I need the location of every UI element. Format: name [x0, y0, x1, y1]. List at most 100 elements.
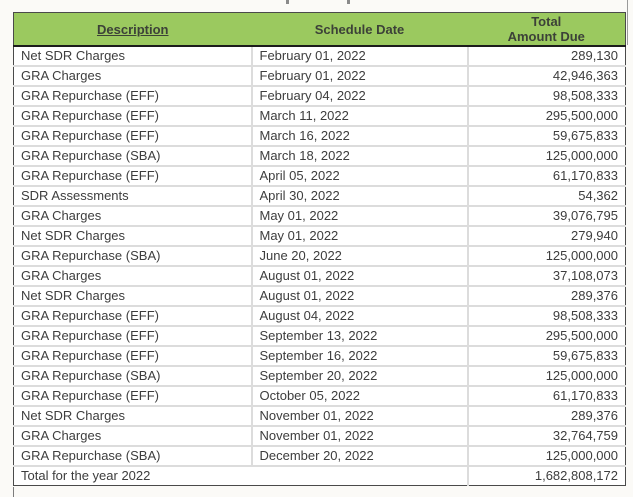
cell-description: GRA Charges [13, 66, 253, 87]
cell-description: Net SDR Charges [13, 406, 253, 427]
cell-schedule-date: September 13, 2022 [251, 326, 469, 347]
payment-schedule-table: Description Schedule Date Total Amount D… [13, 12, 626, 486]
cell-schedule-date: April 05, 2022 [251, 166, 469, 187]
cell-amount: 289,130 [467, 46, 626, 67]
cell-description: Net SDR Charges [13, 226, 253, 247]
cell-amount: 289,376 [467, 406, 626, 427]
cell-amount: 98,508,333 [467, 86, 626, 107]
table-row: GRA Charges May 01, 2022 39,076,795 [13, 206, 626, 227]
cell-amount: 42,946,363 [467, 66, 626, 87]
cell-schedule-date: February 04, 2022 [251, 86, 469, 107]
cell-amount: 61,170,833 [467, 166, 626, 187]
cell-description: GRA Repurchase (EFF) [13, 386, 253, 407]
table-header: Description Schedule Date Total Amount D… [13, 12, 626, 47]
cell-description: GRA Repurchase (EFF) [13, 106, 253, 127]
cell-schedule-date: March 16, 2022 [251, 126, 469, 147]
cell-schedule-date: February 01, 2022 [251, 46, 469, 67]
total-row-label: Total for the year 2022 [13, 466, 469, 486]
payment-schedule-table-container: Description Schedule Date Total Amount D… [13, 12, 626, 486]
table-row: GRA Repurchase (EFF) August 04, 2022 98,50… [13, 306, 626, 327]
cell-schedule-date: May 01, 2022 [251, 206, 469, 227]
cell-description: GRA Charges [13, 426, 253, 447]
total-row: Total for the year 2022 1,682,808,172 [13, 466, 626, 486]
cell-amount: 61,170,833 [467, 386, 626, 407]
cell-schedule-date: November 01, 2022 [251, 426, 469, 447]
cell-amount: 125,000,000 [467, 246, 626, 267]
cell-amount: 279,940 [467, 226, 626, 247]
cell-description: GRA Repurchase (SBA) [13, 146, 253, 167]
cell-schedule-date: December 20, 2022 [251, 446, 469, 467]
cell-amount: 295,500,000 [467, 326, 626, 347]
cropped-text-fragment [286, 0, 289, 4]
table-row: SDR Assessments April 30, 2022 54,362 [13, 186, 626, 207]
total-amount-due-line1: Total [531, 14, 562, 29]
total-row-amount: 1,682,808,172 [534, 468, 618, 483]
table-row: GRA Repurchase (SBA) March 18, 2022 125,00… [13, 146, 626, 167]
cell-amount: 32,764,759 [467, 426, 626, 447]
table-row: GRA Repurchase (EFF) September 16, 2022 59… [13, 346, 626, 367]
cell-amount: 295,500,000 [467, 106, 626, 127]
cell-description: GRA Repurchase (EFF) [13, 346, 253, 367]
table-row: GRA Repurchase (EFF) February 04, 2022 98,… [13, 86, 626, 107]
col-header-total-amount-due: Total Amount Due [467, 12, 626, 47]
cell-description: GRA Charges [13, 206, 253, 227]
table-row: GRA Repurchase (EFF) March 11, 2022 295,50… [13, 106, 626, 127]
table-row: GRA Repurchase (EFF) April 05, 2022 61,170… [13, 166, 626, 187]
cell-amount: 125,000,000 [467, 446, 626, 467]
table-row: GRA Charges November 01, 2022 32,764,759 [13, 426, 626, 447]
cell-schedule-date: June 20, 2022 [251, 246, 469, 267]
cell-schedule-date: March 11, 2022 [251, 106, 469, 127]
cell-amount: 125,000,000 [467, 146, 626, 167]
cell-schedule-date: October 05, 2022 [251, 386, 469, 407]
cell-amount: 39,076,795 [467, 206, 626, 227]
cell-schedule-date: February 01, 2022 [251, 66, 469, 87]
cell-amount: 37,108,073 [467, 266, 626, 287]
cropped-border-fragment [13, 487, 14, 497]
cell-schedule-date: April 30, 2022 [251, 186, 469, 207]
cell-description: SDR Assessments [13, 186, 253, 207]
cell-schedule-date: September 20, 2022 [251, 366, 469, 387]
cell-description: GRA Repurchase (SBA) [13, 446, 253, 467]
cell-description: Net SDR Charges [13, 286, 253, 307]
cell-amount: 54,362 [467, 186, 626, 207]
cropped-edge-line [627, 0, 628, 45]
cell-schedule-date: September 16, 2022 [251, 346, 469, 367]
cell-description: GRA Repurchase (EFF) [13, 166, 253, 187]
cell-amount: 59,675,833 [467, 126, 626, 147]
table-row: GRA Repurchase (EFF) September 13, 2022 29… [13, 326, 626, 347]
cell-description: Net SDR Charges [13, 46, 253, 67]
table-row: GRA Repurchase (EFF) March 16, 2022 59,675… [13, 126, 626, 147]
cell-description: GRA Repurchase (EFF) [13, 126, 253, 147]
cell-description: GRA Repurchase (SBA) [13, 246, 253, 267]
cell-amount: 59,675,833 [467, 346, 626, 367]
table-row: GRA Charges February 01, 2022 42,946,363 [13, 66, 626, 87]
table-row: Net SDR Charges November 01, 2022 289,376 [13, 406, 626, 427]
header-row: Description Schedule Date Total Amount D… [13, 12, 626, 47]
total-amount-due-line2: Amount Due [507, 29, 585, 44]
cell-schedule-date: March 18, 2022 [251, 146, 469, 167]
cell-schedule-date: August 01, 2022 [251, 266, 469, 287]
cell-amount: 125,000,000 [467, 366, 626, 387]
table-row: GRA Repurchase (EFF) October 05, 2022 61,1… [13, 386, 626, 407]
description-sort-link[interactable]: Description [96, 21, 169, 37]
table-row: GRA Charges August 01, 2022 37,108,073 [13, 266, 626, 287]
cropped-text-fragment [347, 0, 350, 4]
table-row: GRA Repurchase (SBA) June 20, 2022 125,000… [13, 246, 626, 267]
cell-schedule-date: August 01, 2022 [251, 286, 469, 307]
cell-description: GRA Repurchase (EFF) [13, 306, 253, 327]
table-row: Net SDR Charges May 01, 2022 279,940 [13, 226, 626, 247]
cell-description: GRA Charges [13, 266, 253, 287]
table-row: Net SDR Charges August 01, 2022 289,376 [13, 286, 626, 307]
table-footer: Total for the year 2022 1,682,808,172 [13, 466, 626, 486]
table-body: Net SDR Charges February 01, 2022 289,130 G… [13, 46, 626, 467]
cell-description: GRA Repurchase (SBA) [13, 366, 253, 387]
cell-description: GRA Repurchase (EFF) [13, 86, 253, 107]
col-header-description[interactable]: Description [13, 12, 252, 47]
cell-description: GRA Repurchase (EFF) [13, 326, 253, 347]
col-header-schedule-date: Schedule Date [251, 12, 468, 47]
cell-schedule-date: November 01, 2022 [251, 406, 469, 427]
table-row: GRA Repurchase (SBA) September 20, 2022 12… [13, 366, 626, 387]
table-row: GRA Repurchase (SBA) December 20, 2022 125… [13, 446, 626, 467]
cell-amount: 98,508,333 [467, 306, 626, 327]
